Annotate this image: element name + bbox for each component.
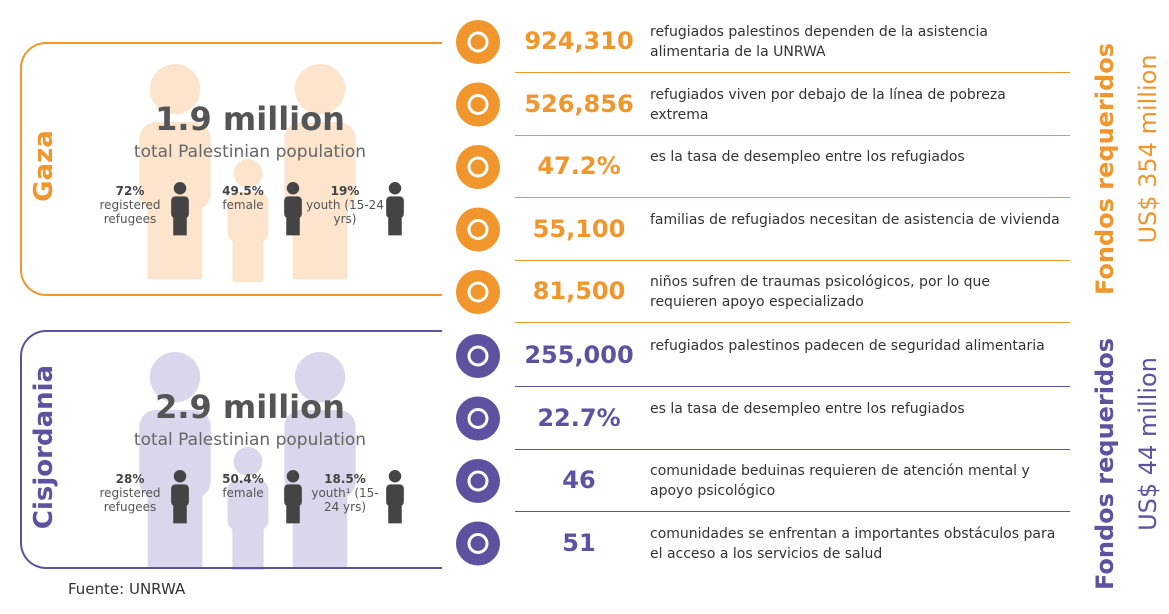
- item-text: refugiados viven por debajo de la línea …: [650, 85, 1060, 125]
- item-icon: [456, 20, 500, 64]
- item-value: 81,500: [514, 277, 644, 305]
- stat: 49.5%female: [203, 184, 283, 212]
- item-icon: [456, 334, 500, 378]
- stat-value: 72%: [116, 184, 145, 198]
- stat-label: female: [203, 486, 283, 500]
- item-icon: [456, 270, 500, 314]
- item-value: 255,000: [514, 341, 644, 369]
- stat-label: female: [203, 198, 283, 212]
- item-value: 46: [514, 466, 644, 494]
- stat-label: registered refugees: [90, 486, 170, 514]
- item-icon: [456, 459, 500, 503]
- item-icon: [456, 397, 500, 441]
- item-icon: [456, 208, 500, 252]
- separator: [515, 386, 1070, 387]
- stat-value: 18.5%: [324, 472, 366, 486]
- funding-amount: US$ 44 million: [1134, 294, 1162, 594]
- stat: 18.5%youth¹ (15-24 yrs): [305, 472, 385, 514]
- region-name: Cisjordania: [29, 339, 59, 555]
- source: Fuente: UNRWA: [68, 580, 185, 598]
- separator: [515, 449, 1070, 450]
- funding-amount: US$ 354 million: [1134, 0, 1162, 299]
- stat-label: youth¹ (15-24 yrs): [305, 486, 385, 514]
- funding-label: Fondos requeridos: [1091, 314, 1119, 614]
- separator: [515, 135, 1070, 136]
- item-text: refugiados palestinos padecen de segurid…: [650, 336, 1060, 356]
- funding-label: Fondos requeridos: [1091, 19, 1119, 319]
- infographic: Fuente: UNRWA (() => { const data = JSON…: [0, 0, 1169, 597]
- separator: [515, 72, 1070, 73]
- stat-label: registered refugees: [90, 198, 170, 226]
- population: 1.9 million: [100, 100, 400, 138]
- item-icon: [456, 83, 500, 127]
- separator: [515, 511, 1070, 512]
- stat-label: youth (15-24 yrs): [305, 198, 385, 226]
- population-label: total Palestinian population: [90, 142, 410, 162]
- item-text: comunidade beduinas requieren de atenció…: [650, 461, 1060, 501]
- stat: 19%youth (15-24 yrs): [305, 184, 385, 226]
- item-icon: [456, 145, 500, 189]
- separator: [515, 260, 1070, 261]
- item-value: 22.7%: [514, 404, 644, 432]
- item-text: refugiados palestinos dependen de la asi…: [650, 22, 1060, 62]
- item-value: 526,856: [514, 90, 644, 118]
- separator: [515, 322, 1070, 323]
- population-label: total Palestinian population: [90, 430, 410, 450]
- item-text: familias de refugiados necesitan de asis…: [650, 210, 1060, 230]
- region-box: [20, 42, 442, 296]
- stat-value: 19%: [331, 184, 360, 198]
- stat: 50.4%female: [203, 472, 283, 500]
- item-value: 51: [514, 529, 644, 557]
- item-text: comunidades se enfrentan a importantes o…: [650, 524, 1060, 564]
- population: 2.9 million: [100, 388, 400, 426]
- region-name: Gaza: [29, 58, 59, 274]
- item-text: es la tasa de desempleo entre los refugi…: [650, 399, 1060, 419]
- item-text: niños sufren de traumas psicológicos, po…: [650, 272, 1060, 312]
- item-value: 55,100: [514, 215, 644, 243]
- item-value: 47.2%: [514, 152, 644, 180]
- stat-value: 50.4%: [222, 472, 264, 486]
- item-icon: [456, 522, 500, 566]
- stat-value: 28%: [116, 472, 145, 486]
- item-text: es la tasa de desempleo entre los refugi…: [650, 147, 1060, 167]
- stat: 28%registered refugees: [90, 472, 170, 514]
- separator: [515, 197, 1070, 198]
- item-value: 924,310: [514, 27, 644, 55]
- stat-value: 49.5%: [222, 184, 264, 198]
- stat: 72%registered refugees: [90, 184, 170, 226]
